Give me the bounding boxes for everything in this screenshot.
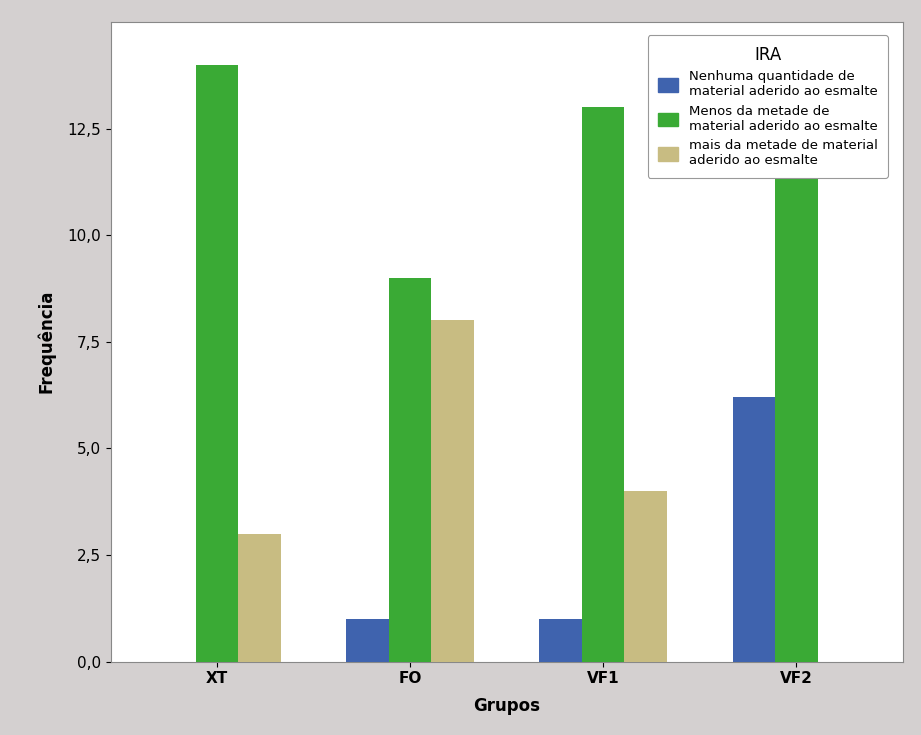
- Bar: [732, 397, 775, 662]
- X-axis label: Grupos: Grupos: [473, 698, 540, 715]
- Legend: Nenhuma quantidade de
material aderido ao esmalte, Menos da metade de
material a: Nenhuma quantidade de material aderido a…: [647, 35, 888, 178]
- Bar: [624, 491, 667, 662]
- Y-axis label: Frequência: Frequência: [38, 290, 56, 393]
- Bar: [195, 65, 238, 662]
- Bar: [775, 150, 818, 662]
- Bar: [582, 107, 624, 662]
- Bar: [431, 320, 473, 662]
- Bar: [389, 278, 431, 662]
- Bar: [540, 619, 582, 662]
- Bar: [346, 619, 389, 662]
- Bar: [238, 534, 281, 662]
